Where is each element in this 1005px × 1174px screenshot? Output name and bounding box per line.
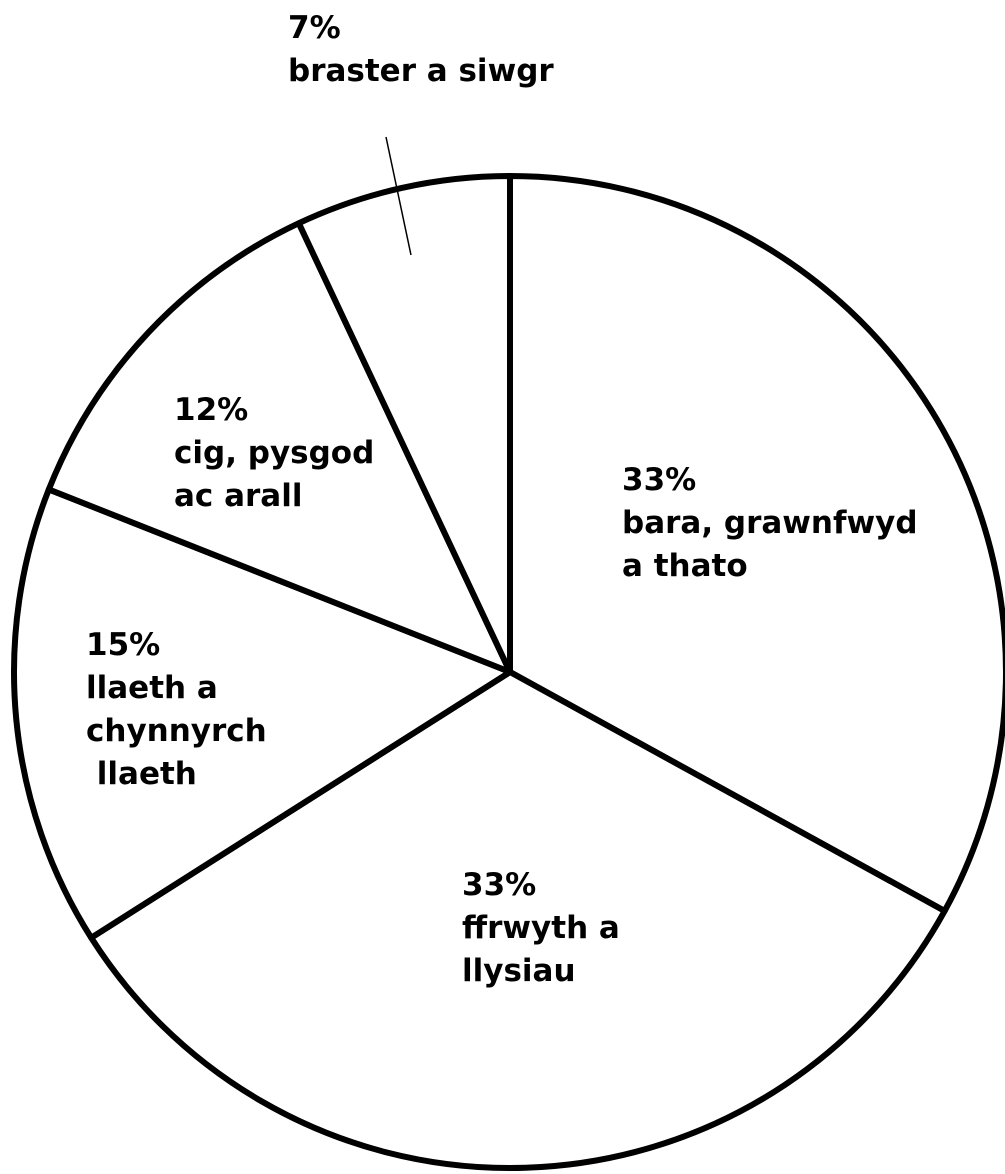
slice-category-label: bara, grawnfwyd	[622, 505, 918, 541]
slice-label-3: 15% llaeth a chynnyrch llaeth	[86, 627, 267, 792]
slice-percent-label: 33%	[622, 462, 696, 498]
slice-label-4: 12% cig, pysgod ac arall	[174, 392, 374, 514]
pie-slice-2	[88, 669, 948, 1171]
pie-labels: 33% bara, grawnfwyd a thato 33% ffrwyth a lly…	[86, 10, 918, 989]
slice-category-label: cig, pysgod	[174, 435, 374, 471]
slice-category-label: ac arall	[174, 478, 302, 514]
slice-label-2: 33% ffrwyth a llysiau	[462, 867, 620, 989]
slice-category-label: llaeth	[86, 756, 197, 792]
slice-category-label: a thato	[622, 548, 748, 584]
slice-category-label: chynnyrch	[86, 713, 267, 749]
pie-slice-1	[507, 173, 1005, 914]
leader-lines	[385, 136, 412, 256]
leader-line-slice-5	[385, 136, 412, 256]
slice-category-label: llysiau	[462, 953, 576, 989]
slice-percent-label: 15%	[86, 627, 160, 663]
slice-label-1: 33% bara, grawnfwyd a thato	[622, 462, 918, 584]
pie-slice-4	[45, 220, 513, 675]
pie-slices	[11, 173, 1005, 1171]
slice-percent-label: 12%	[174, 392, 248, 428]
slice-label-5: 7% braster a siwgr	[288, 10, 554, 89]
slice-percent-label: 33%	[462, 867, 536, 903]
pie-slice-3	[11, 486, 513, 941]
slice-percent-label: 7%	[288, 10, 341, 46]
slice-category-label: llaeth a	[86, 670, 218, 706]
slice-category-label: ffrwyth a	[462, 910, 620, 946]
pie-slice-5	[295, 173, 513, 675]
slice-category-label: braster a siwgr	[288, 53, 554, 89]
